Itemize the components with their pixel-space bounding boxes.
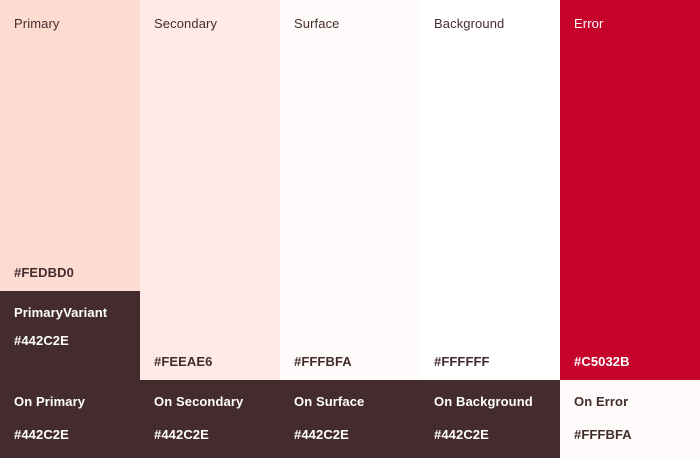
swatch-name-surface: Surface [294,16,340,31]
palette-column-surface: Surface #FFFBFA On Surface #442C2E [280,0,420,458]
swatch-name-background: Background [434,16,505,31]
palette-column-primary: Primary #FEDBD0 PrimaryVariant #442C2E On Pr… [0,0,140,458]
swatch-name-secondary: Secondary [154,16,218,31]
swatch-name-on-background: On Background [434,394,533,409]
swatch-on-surface[interactable]: On Surface #442C2E [280,380,420,458]
swatch-name-primary: Primary [14,16,60,31]
swatch-background[interactable]: Background #FFFFFF [420,0,560,380]
palette-column-secondary: Secondary #FEEAE6 On Secondary #442C2E [140,0,280,458]
swatch-secondary[interactable]: Secondary #FEEAE6 [140,0,280,380]
swatch-surface[interactable]: Surface #FFFBFA [280,0,420,380]
swatch-hex-on-background: #442C2E [434,427,489,442]
swatch-hex-primary-variant: #442C2E [14,333,69,348]
swatch-on-secondary[interactable]: On Secondary #442C2E [140,380,280,458]
swatch-hex-error: #C5032B [574,354,630,369]
palette-column-error: Error #C5032B On Error #FFFBFA [560,0,700,458]
swatch-name-primary-variant: PrimaryVariant [14,305,108,320]
swatch-hex-on-secondary: #442C2E [154,427,209,442]
swatch-error[interactable]: Error #C5032B [560,0,700,380]
swatch-hex-on-surface: #442C2E [294,427,349,442]
swatch-hex-on-error: #FFFBFA [574,427,632,442]
swatch-hex-secondary: #FEEAE6 [154,354,213,369]
swatch-hex-surface: #FFFBFA [294,354,352,369]
swatch-on-background[interactable]: On Background #442C2E [420,380,560,458]
swatch-primary-variant[interactable]: PrimaryVariant #442C2E [0,291,140,380]
swatch-on-primary[interactable]: On Primary #442C2E [0,380,140,458]
swatch-hex-on-primary: #442C2E [14,427,69,442]
swatch-hex-primary: #FEDBD0 [14,265,74,280]
swatch-name-error: Error [574,16,604,31]
swatch-on-error[interactable]: On Error #FFFBFA [560,380,700,458]
swatch-name-on-secondary: On Secondary [154,394,244,409]
palette-column-background: Background #FFFFFF On Background #442C2E [420,0,560,458]
swatch-hex-background: #FFFFFF [434,354,490,369]
swatch-name-on-surface: On Surface [294,394,365,409]
swatch-name-on-primary: On Primary [14,394,86,409]
swatch-name-on-error: On Error [574,394,629,409]
swatch-primary[interactable]: Primary #FEDBD0 [0,0,140,291]
